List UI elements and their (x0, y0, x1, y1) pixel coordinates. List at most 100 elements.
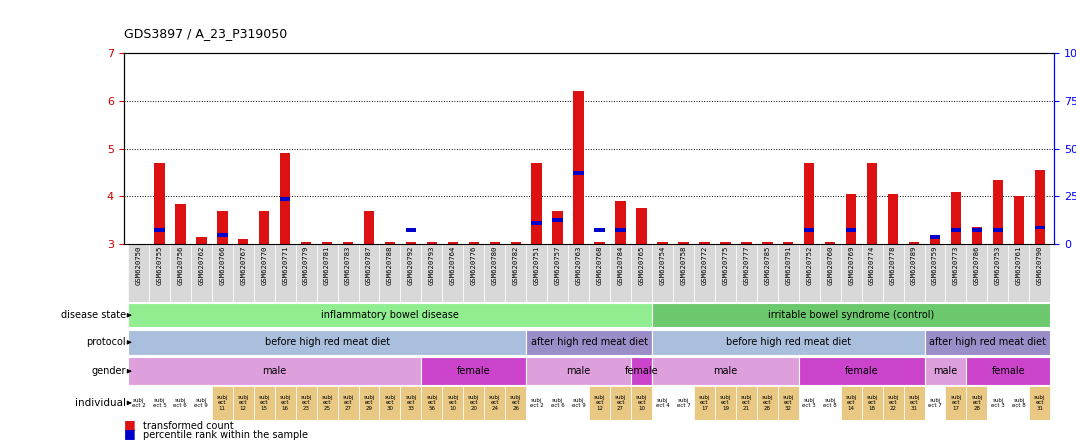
Bar (610, 244, 631, 302)
Text: subj
ect
30: subj ect 30 (384, 395, 396, 411)
Text: male: male (566, 366, 591, 376)
Bar (170, 386, 190, 420)
Text: female: female (625, 366, 659, 376)
Text: subj
ect
33: subj ect 33 (406, 395, 416, 411)
Bar (468, 242, 479, 244)
Text: subj
ect
17: subj ect 17 (698, 395, 710, 411)
Bar (714, 386, 736, 420)
Bar (736, 386, 756, 420)
Bar (254, 244, 274, 302)
Text: subj
ect
31: subj ect 31 (908, 395, 920, 411)
Bar (736, 244, 756, 302)
Bar (594, 242, 605, 244)
Text: subj
ect
14: subj ect 14 (846, 395, 856, 411)
Bar (232, 386, 254, 420)
Bar (594, 228, 605, 232)
Bar (798, 244, 820, 302)
Text: subj
ect
32: subj ect 32 (782, 395, 794, 411)
Text: after high red meat diet: after high red meat diet (929, 337, 1046, 347)
Bar (924, 386, 946, 420)
Bar (904, 386, 924, 420)
Bar (924, 244, 946, 302)
Text: GSM620772: GSM620772 (702, 246, 707, 285)
Bar (526, 329, 652, 355)
Bar (820, 386, 840, 420)
Bar (380, 244, 400, 302)
Bar (175, 204, 185, 244)
Bar (930, 235, 940, 239)
Bar (720, 242, 731, 244)
Text: percentile rank within the sample: percentile rank within the sample (143, 429, 308, 440)
Bar (274, 244, 296, 302)
Bar (316, 386, 338, 420)
Bar (951, 228, 961, 232)
Bar (778, 244, 798, 302)
Bar (1030, 244, 1050, 302)
Bar (280, 153, 291, 244)
Bar (1008, 244, 1030, 302)
Bar (946, 386, 966, 420)
Bar (924, 357, 966, 385)
Text: GSM620775: GSM620775 (722, 246, 728, 285)
Bar (867, 163, 877, 244)
Text: male: male (263, 366, 287, 376)
Bar (406, 228, 416, 232)
Text: subj
ect 3: subj ect 3 (803, 397, 816, 408)
Text: subj
ect
23: subj ect 23 (300, 395, 312, 411)
Text: subj
ect
26: subj ect 26 (510, 395, 522, 411)
Bar (552, 218, 563, 222)
Text: GSM620788: GSM620788 (387, 246, 393, 285)
Bar (804, 228, 815, 232)
Text: subj
ect 3: subj ect 3 (991, 397, 1005, 408)
Text: subj
ect
10: subj ect 10 (636, 395, 647, 411)
Bar (862, 386, 882, 420)
Text: GSM620778: GSM620778 (890, 246, 896, 285)
Text: subj
ect 2: subj ect 2 (131, 397, 145, 408)
Bar (212, 386, 232, 420)
Bar (615, 201, 626, 244)
Text: GSM620787: GSM620787 (366, 246, 372, 285)
Text: subj
ect
56: subj ect 56 (426, 395, 438, 411)
Bar (400, 244, 422, 302)
Bar (568, 386, 589, 420)
Text: GSM620753: GSM620753 (995, 246, 1001, 285)
Bar (574, 91, 584, 244)
Text: gender: gender (91, 366, 126, 376)
Text: GSM620754: GSM620754 (660, 246, 665, 285)
Bar (988, 244, 1008, 302)
Bar (190, 386, 212, 420)
Bar (615, 228, 626, 232)
Bar (652, 386, 672, 420)
Bar (484, 244, 506, 302)
Bar (783, 242, 793, 244)
Text: protocol: protocol (86, 337, 126, 347)
Bar (490, 242, 500, 244)
Bar (657, 242, 668, 244)
Bar (694, 386, 714, 420)
Text: GSM620750: GSM620750 (136, 246, 141, 285)
Bar (526, 386, 548, 420)
Text: GSM620779: GSM620779 (303, 246, 309, 285)
Text: GSM620780: GSM620780 (492, 246, 498, 285)
Bar (924, 329, 1050, 355)
Bar (274, 386, 296, 420)
Bar (840, 244, 862, 302)
Bar (406, 242, 416, 244)
Text: transformed count: transformed count (143, 420, 233, 431)
Text: GSM620782: GSM620782 (513, 246, 519, 285)
Bar (756, 244, 778, 302)
Bar (280, 197, 291, 201)
Bar (301, 242, 311, 244)
Text: subj
ect
28: subj ect 28 (762, 395, 773, 411)
Bar (966, 357, 1050, 385)
Bar (699, 242, 710, 244)
Text: disease state: disease state (60, 310, 126, 320)
Bar (358, 386, 380, 420)
Text: GSM620777: GSM620777 (744, 246, 749, 285)
Bar (636, 208, 647, 244)
Text: irritable bowel syndrome (control): irritable bowel syndrome (control) (768, 310, 934, 320)
Text: GSM620767: GSM620767 (240, 246, 246, 285)
Bar (1008, 386, 1030, 420)
Bar (631, 386, 652, 420)
Bar (888, 194, 898, 244)
